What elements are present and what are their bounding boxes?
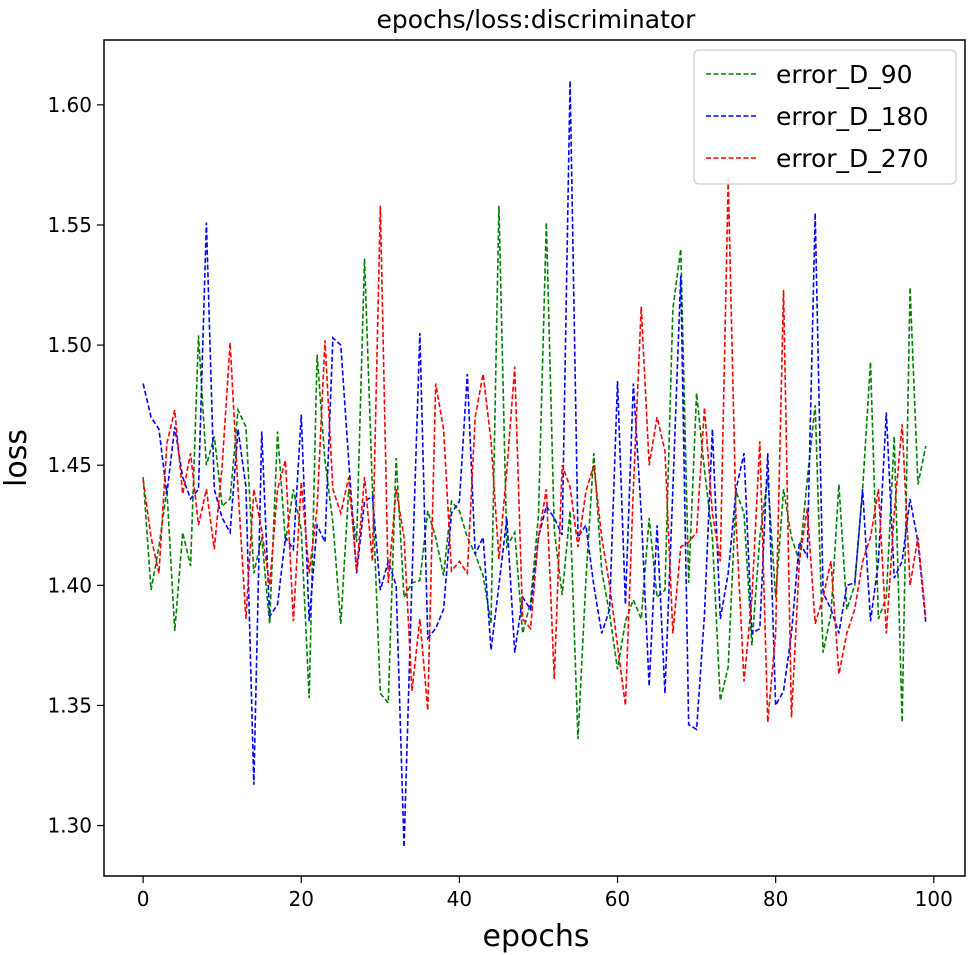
series-line-error_D_270 [142,179,927,723]
series-line-error_D_180 [142,80,927,848]
legend-label-error_D_90: error_D_90 [776,60,913,89]
y-tick-label: 1.60 [47,93,92,117]
chart-title: epochs/loss:discriminator [377,5,697,34]
x-tick-label: 40 [447,887,472,911]
legend: error_D_90 error_D_180 error_D_270 [693,49,957,185]
y-tick-label: 1.30 [47,814,92,838]
legend-label-error_D_270: error_D_270 [776,144,929,173]
x-tick-label: 60 [605,887,630,911]
legend-box [693,49,957,185]
x-tick-label: 80 [763,887,788,911]
x-tick-label: 20 [289,887,314,911]
x-axis-label: epochs [483,919,590,954]
y-tick-label: 1.40 [47,573,92,597]
series-layer [142,80,927,848]
x-tick-label: 100 [915,887,953,911]
x-tick-label: 0 [137,887,150,911]
y-axis: 1.30 1.35 1.40 1.45 1.50 1.55 1.60 [47,93,104,838]
y-tick-label: 1.50 [47,333,92,357]
y-tick-label: 1.55 [47,213,92,237]
x-axis: 0 20 40 60 80 100 [137,876,953,911]
y-axis-label: loss [0,429,34,487]
legend-label-error_D_180: error_D_180 [776,102,929,131]
y-tick-label: 1.45 [47,453,92,477]
y-tick-label: 1.35 [47,693,92,717]
